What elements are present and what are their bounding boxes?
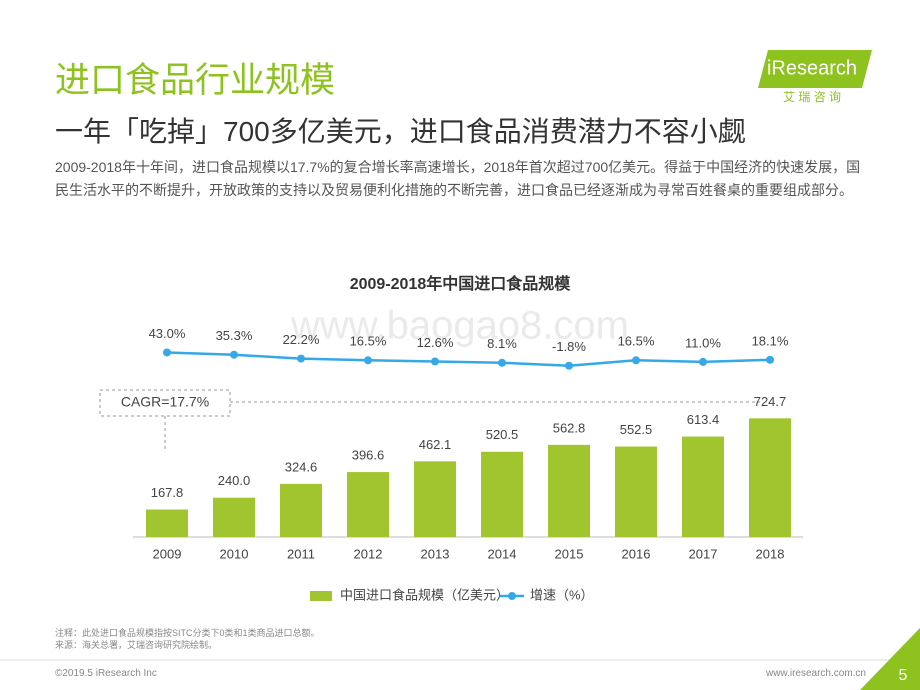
data-label: 396.6 — [352, 447, 385, 462]
data-label: 552.5 — [620, 422, 653, 437]
point — [230, 350, 238, 359]
data-label: 520.5 — [486, 427, 519, 442]
data-label: 8.1% — [487, 336, 517, 351]
x-tick-label: 2018 — [756, 546, 785, 561]
source: 来源：海关总署，艾瑞咨询研究院绘制。 — [55, 640, 218, 650]
chart-title: 2009-2018年中国进口食品规模 — [350, 274, 572, 293]
bar — [347, 472, 389, 537]
bar — [414, 461, 456, 537]
data-label: 22.2% — [283, 332, 320, 347]
bar — [481, 451, 523, 537]
x-tick-label: 2016 — [622, 546, 651, 561]
point — [297, 354, 305, 363]
title: 进口食品行业规模 — [55, 61, 336, 100]
data-label: 12.6% — [417, 335, 454, 350]
data-label: 11.0% — [685, 335, 721, 350]
legend-swatch — [508, 592, 516, 600]
data-label: 16.5% — [618, 334, 655, 349]
notes: 注释：此处进口食品规模指按SITC分类下0类和1类商品进口总额。 来源：海关总署… — [55, 627, 320, 651]
line — [166, 351, 771, 367]
point — [565, 361, 573, 370]
bar — [682, 436, 724, 537]
bar — [548, 444, 590, 537]
logo: iResearch — [767, 57, 857, 79]
data-label: 16.5% — [350, 334, 387, 349]
watermark: www.baogao8.com — [290, 304, 629, 348]
bar — [280, 483, 322, 537]
data-label: 613.4 — [687, 412, 720, 427]
bar — [749, 418, 791, 537]
logo-sub: 艾 瑞 咨 询 — [783, 89, 841, 104]
x-tick-label: 2012 — [354, 546, 383, 561]
legend-swatch — [310, 591, 332, 601]
x-tick-label: 2013 — [421, 546, 450, 561]
point — [632, 356, 640, 365]
annotation: CAGR=17.7% — [121, 394, 209, 410]
bar — [615, 446, 657, 537]
url: www.iresearch.com.cn — [765, 668, 866, 679]
data-label: 324.6 — [285, 459, 318, 474]
corner — [860, 628, 920, 690]
x-tick-label: 2015 — [555, 546, 584, 561]
data-label: 43.0% — [149, 326, 186, 341]
data-label: 724.7 — [754, 394, 787, 409]
data-label: 167.8 — [151, 485, 184, 500]
x-tick-label: 2010 — [220, 546, 249, 561]
body-text: 2009-2018年十年间，进口食品规模以17.7%的复合增长率高速增长，201… — [55, 159, 861, 198]
data-label: 240.0 — [218, 473, 251, 488]
legend-label: 增速（%） — [530, 587, 594, 602]
point — [364, 356, 372, 365]
data-label: 35.3% — [216, 328, 253, 343]
x-tick-label: 2009 — [153, 546, 182, 561]
note: 注释：此处进口食品规模指按SITC分类下0类和1类商品进口总额。 — [55, 628, 320, 638]
data-label: 462.1 — [419, 437, 452, 452]
subtitle: 一年「吃掉」700多亿美元，进口食品消费潜力不容小觑 — [55, 116, 746, 147]
x-tick-label: 2014 — [488, 546, 517, 561]
point — [766, 355, 774, 364]
logo-bg — [758, 50, 872, 88]
data-label: -1.8% — [552, 339, 586, 354]
data-label: 562.8 — [553, 420, 586, 435]
bar — [213, 497, 255, 537]
x-tick-label: 2011 — [287, 546, 315, 561]
point — [163, 348, 171, 357]
point — [498, 358, 506, 367]
x-tick-label: 2017 — [689, 546, 718, 561]
copyright: ©2019.5 iResearch Inc — [55, 668, 157, 679]
legend-label: 中国进口食品规模（亿美元） — [340, 587, 509, 602]
bar — [146, 509, 188, 537]
point — [431, 357, 439, 366]
page-number: 5 — [899, 667, 908, 684]
data-label: 18.1% — [752, 333, 789, 348]
point — [699, 357, 707, 366]
